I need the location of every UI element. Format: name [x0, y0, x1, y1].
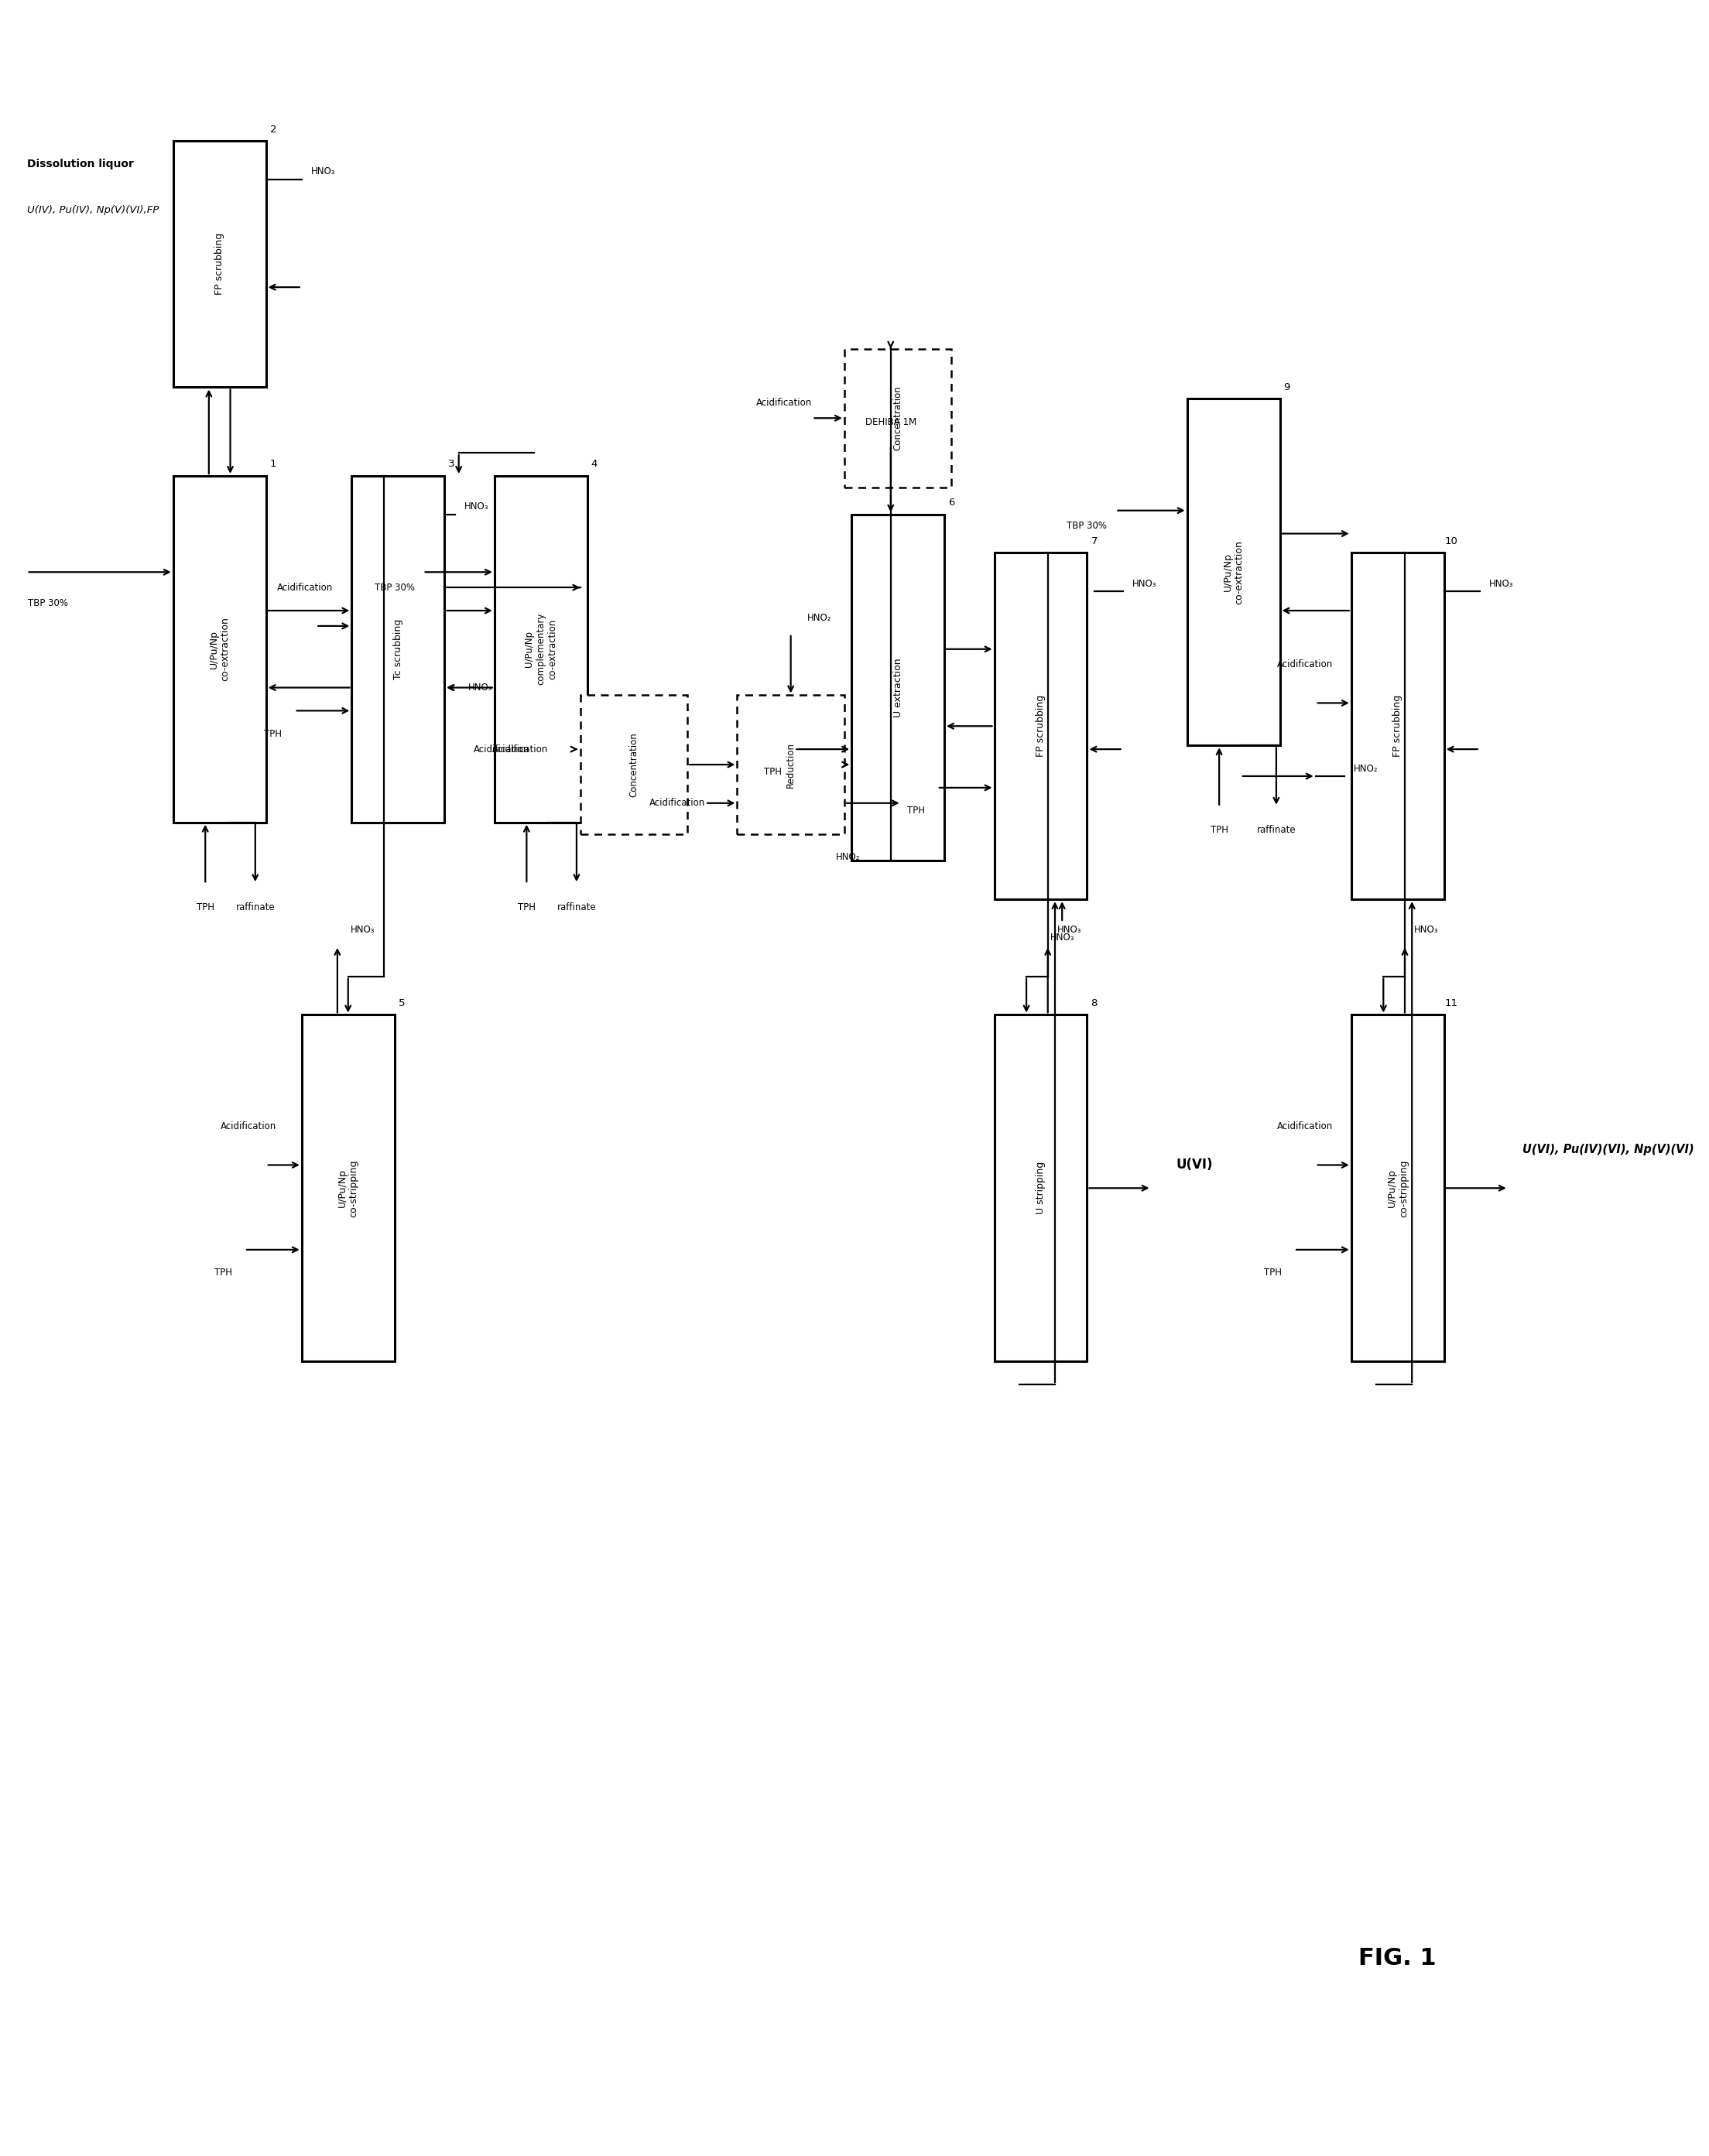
- Bar: [737, 694, 844, 834]
- Bar: [1352, 1015, 1444, 1360]
- Text: TPH: TPH: [265, 729, 282, 740]
- Text: TPH: TPH: [907, 806, 925, 815]
- Text: HNO₂: HNO₂: [836, 852, 860, 862]
- Text: 4: 4: [591, 459, 598, 470]
- Text: HNO₃: HNO₃: [468, 683, 492, 692]
- Text: Acidification: Acidification: [757, 397, 812, 407]
- Text: TPH: TPH: [764, 768, 781, 778]
- Bar: [352, 476, 444, 821]
- Bar: [173, 476, 267, 821]
- Text: raffinate: raffinate: [1256, 826, 1295, 834]
- Text: FP scrubbing: FP scrubbing: [1393, 694, 1403, 757]
- Text: TBP 30%: TBP 30%: [1066, 522, 1107, 530]
- Bar: [1188, 399, 1280, 746]
- Text: TPH: TPH: [197, 901, 214, 912]
- Text: Acidification: Acidification: [220, 1121, 277, 1132]
- Text: Acidification: Acidification: [649, 798, 706, 808]
- Text: U(IV), Pu(IV), Np(V)(VI),FP: U(IV), Pu(IV), Np(V)(VI),FP: [27, 205, 159, 216]
- Text: 7: 7: [1090, 537, 1097, 545]
- Text: TPH: TPH: [1265, 1268, 1282, 1279]
- Text: Acidification: Acidification: [1277, 660, 1333, 671]
- Text: TPH: TPH: [518, 901, 535, 912]
- Text: HNO₃: HNO₃: [1131, 578, 1157, 589]
- Text: raffinate: raffinate: [557, 901, 596, 912]
- Text: TBP 30%: TBP 30%: [374, 582, 415, 593]
- Text: raffinate: raffinate: [236, 901, 275, 912]
- Text: Dissolution liquor: Dissolution liquor: [27, 160, 133, 170]
- Text: U/Pu/Np
co-extraction: U/Pu/Np co-extraction: [208, 617, 231, 681]
- Bar: [173, 140, 267, 388]
- Text: U extraction: U extraction: [892, 658, 902, 718]
- Text: HNO₃: HNO₃: [1489, 578, 1514, 589]
- Text: Concentration: Concentration: [629, 733, 639, 798]
- Text: TBP 30%: TBP 30%: [27, 597, 68, 608]
- Text: 11: 11: [1444, 998, 1458, 1009]
- Text: U/Pu/Np
co-extraction: U/Pu/Np co-extraction: [1222, 539, 1244, 604]
- Bar: [579, 694, 687, 834]
- Text: FP scrubbing: FP scrubbing: [1036, 694, 1046, 757]
- Bar: [844, 349, 952, 487]
- Text: 6: 6: [948, 498, 955, 509]
- Text: U/Pu/Np
co-stripping: U/Pu/Np co-stripping: [1386, 1160, 1408, 1216]
- Bar: [494, 476, 588, 821]
- Bar: [995, 552, 1087, 899]
- Text: HNO₃: HNO₃: [350, 925, 374, 936]
- Text: Acidification: Acidification: [277, 582, 333, 593]
- Text: 5: 5: [398, 998, 405, 1009]
- Bar: [302, 1015, 395, 1360]
- Text: TPH: TPH: [1210, 826, 1229, 834]
- Text: Acidification: Acidification: [492, 744, 549, 755]
- Text: TPH: TPH: [214, 1268, 232, 1279]
- Text: Acidification: Acidification: [473, 744, 530, 755]
- Text: HNO₃: HNO₃: [465, 502, 489, 511]
- Text: U(VI): U(VI): [1176, 1158, 1213, 1173]
- Text: 8: 8: [1090, 998, 1097, 1009]
- Text: 2: 2: [270, 125, 277, 134]
- Bar: [1352, 552, 1444, 899]
- Text: Reduction: Reduction: [786, 742, 796, 787]
- Text: HNO₃: HNO₃: [1058, 925, 1082, 936]
- Text: HNO₃: HNO₃: [1413, 925, 1439, 936]
- Bar: [851, 515, 945, 860]
- Text: DEHIBA 1M: DEHIBA 1M: [865, 416, 916, 427]
- Text: 1: 1: [270, 459, 277, 470]
- Text: U/Pu/Np
complementary
co-extraction: U/Pu/Np complementary co-extraction: [525, 612, 557, 686]
- Text: FP scrubbing: FP scrubbing: [215, 233, 224, 295]
- Text: U/Pu/Np
co-stripping: U/Pu/Np co-stripping: [337, 1160, 359, 1216]
- Bar: [995, 1015, 1087, 1360]
- Text: Acidification: Acidification: [1277, 1121, 1333, 1132]
- Text: 3: 3: [448, 459, 455, 470]
- Text: HNO₂: HNO₂: [1354, 763, 1377, 774]
- Text: HNO₂: HNO₂: [807, 612, 832, 623]
- Text: Tc scrubbing: Tc scrubbing: [393, 619, 403, 679]
- Text: 9: 9: [1283, 382, 1290, 392]
- Text: U stripping: U stripping: [1036, 1162, 1046, 1214]
- Text: 10: 10: [1444, 537, 1458, 545]
- Text: HNO₃: HNO₃: [311, 166, 335, 177]
- Text: FIG. 1: FIG. 1: [1359, 1947, 1437, 1968]
- Text: HNO₃: HNO₃: [1049, 934, 1075, 942]
- Text: U(VI), Pu(IV)(VI), Np(V)(VI): U(VI), Pu(IV)(VI), Np(V)(VI): [1523, 1145, 1694, 1156]
- Text: Concentration: Concentration: [892, 386, 902, 451]
